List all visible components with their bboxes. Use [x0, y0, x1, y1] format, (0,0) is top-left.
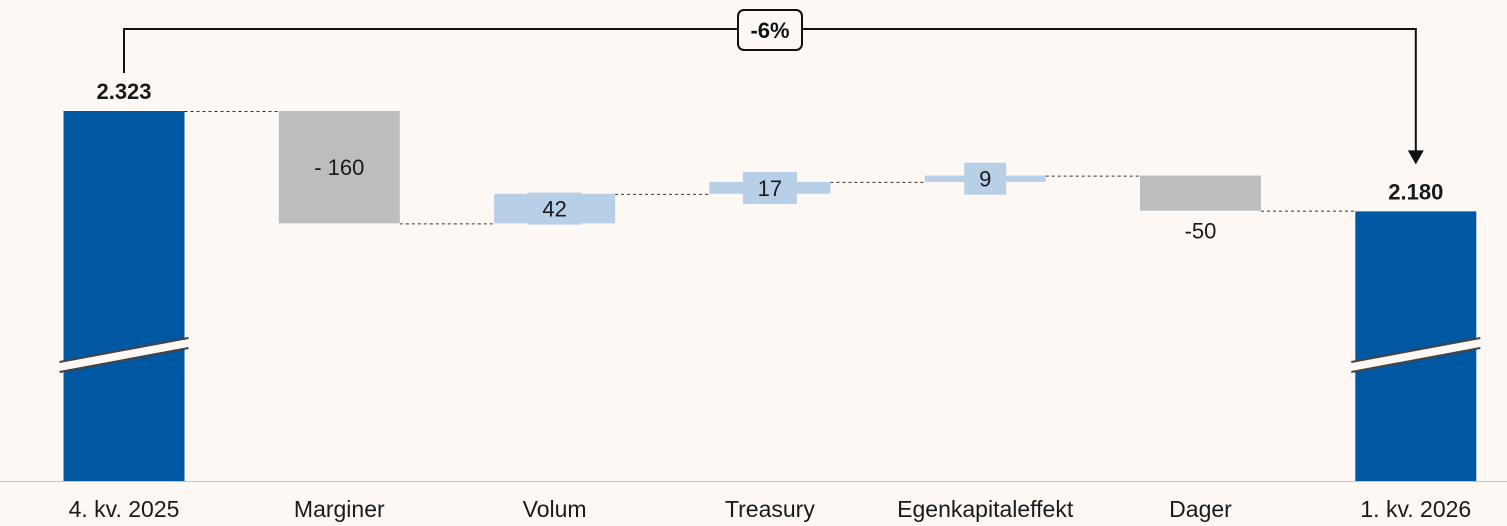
bar: [278, 111, 400, 224]
value-labels: 2.323 - 160 42 17 9 -50 2.180: [96, 79, 1443, 244]
value-label: 9: [979, 167, 991, 192]
connector-lines: [0, 111, 1507, 482]
x-tick-label: Marginer: [294, 496, 385, 522]
axis-break-line: [59, 337, 189, 363]
value-label: 2.180: [1388, 179, 1443, 204]
bar: [1140, 175, 1261, 211]
value-label: 17: [758, 176, 782, 201]
change-badge: [737, 9, 803, 51]
x-tick-label: Dager: [1169, 496, 1232, 522]
x-tick-label: Volum: [523, 496, 587, 522]
value-label: 2.323: [96, 79, 151, 104]
change-percent-label: -6%: [750, 18, 789, 43]
value-label-plate: [964, 162, 1007, 195]
x-tick-labels: 4. kv. 2025 Marginer Volum Treasury Egenkapi…: [69, 496, 1472, 522]
axis-break-mark: [59, 338, 189, 372]
bars: [59, 111, 1481, 482]
value-label-plate: [527, 192, 582, 225]
x-tick-label: 1. kv. 2026: [1360, 496, 1471, 522]
value-label: - 160: [314, 155, 364, 180]
x-tick-label: 4. kv. 2025: [69, 496, 180, 522]
bar: [63, 111, 185, 481]
arrow-head: [1407, 150, 1424, 165]
value-label-plate: [742, 171, 797, 204]
axis-break-mark: [1351, 338, 1481, 372]
value-label: -50: [1185, 219, 1217, 244]
x-tick-label: Egenkapitaleffekt: [897, 496, 1074, 522]
change-annotation: -6%: [123, 9, 1424, 165]
axis-break-line: [59, 347, 189, 373]
value-label: 42: [542, 197, 566, 222]
axis-break-line: [1351, 347, 1481, 373]
axis-break-line: [1351, 337, 1481, 363]
x-tick-label: Treasury: [725, 496, 815, 522]
